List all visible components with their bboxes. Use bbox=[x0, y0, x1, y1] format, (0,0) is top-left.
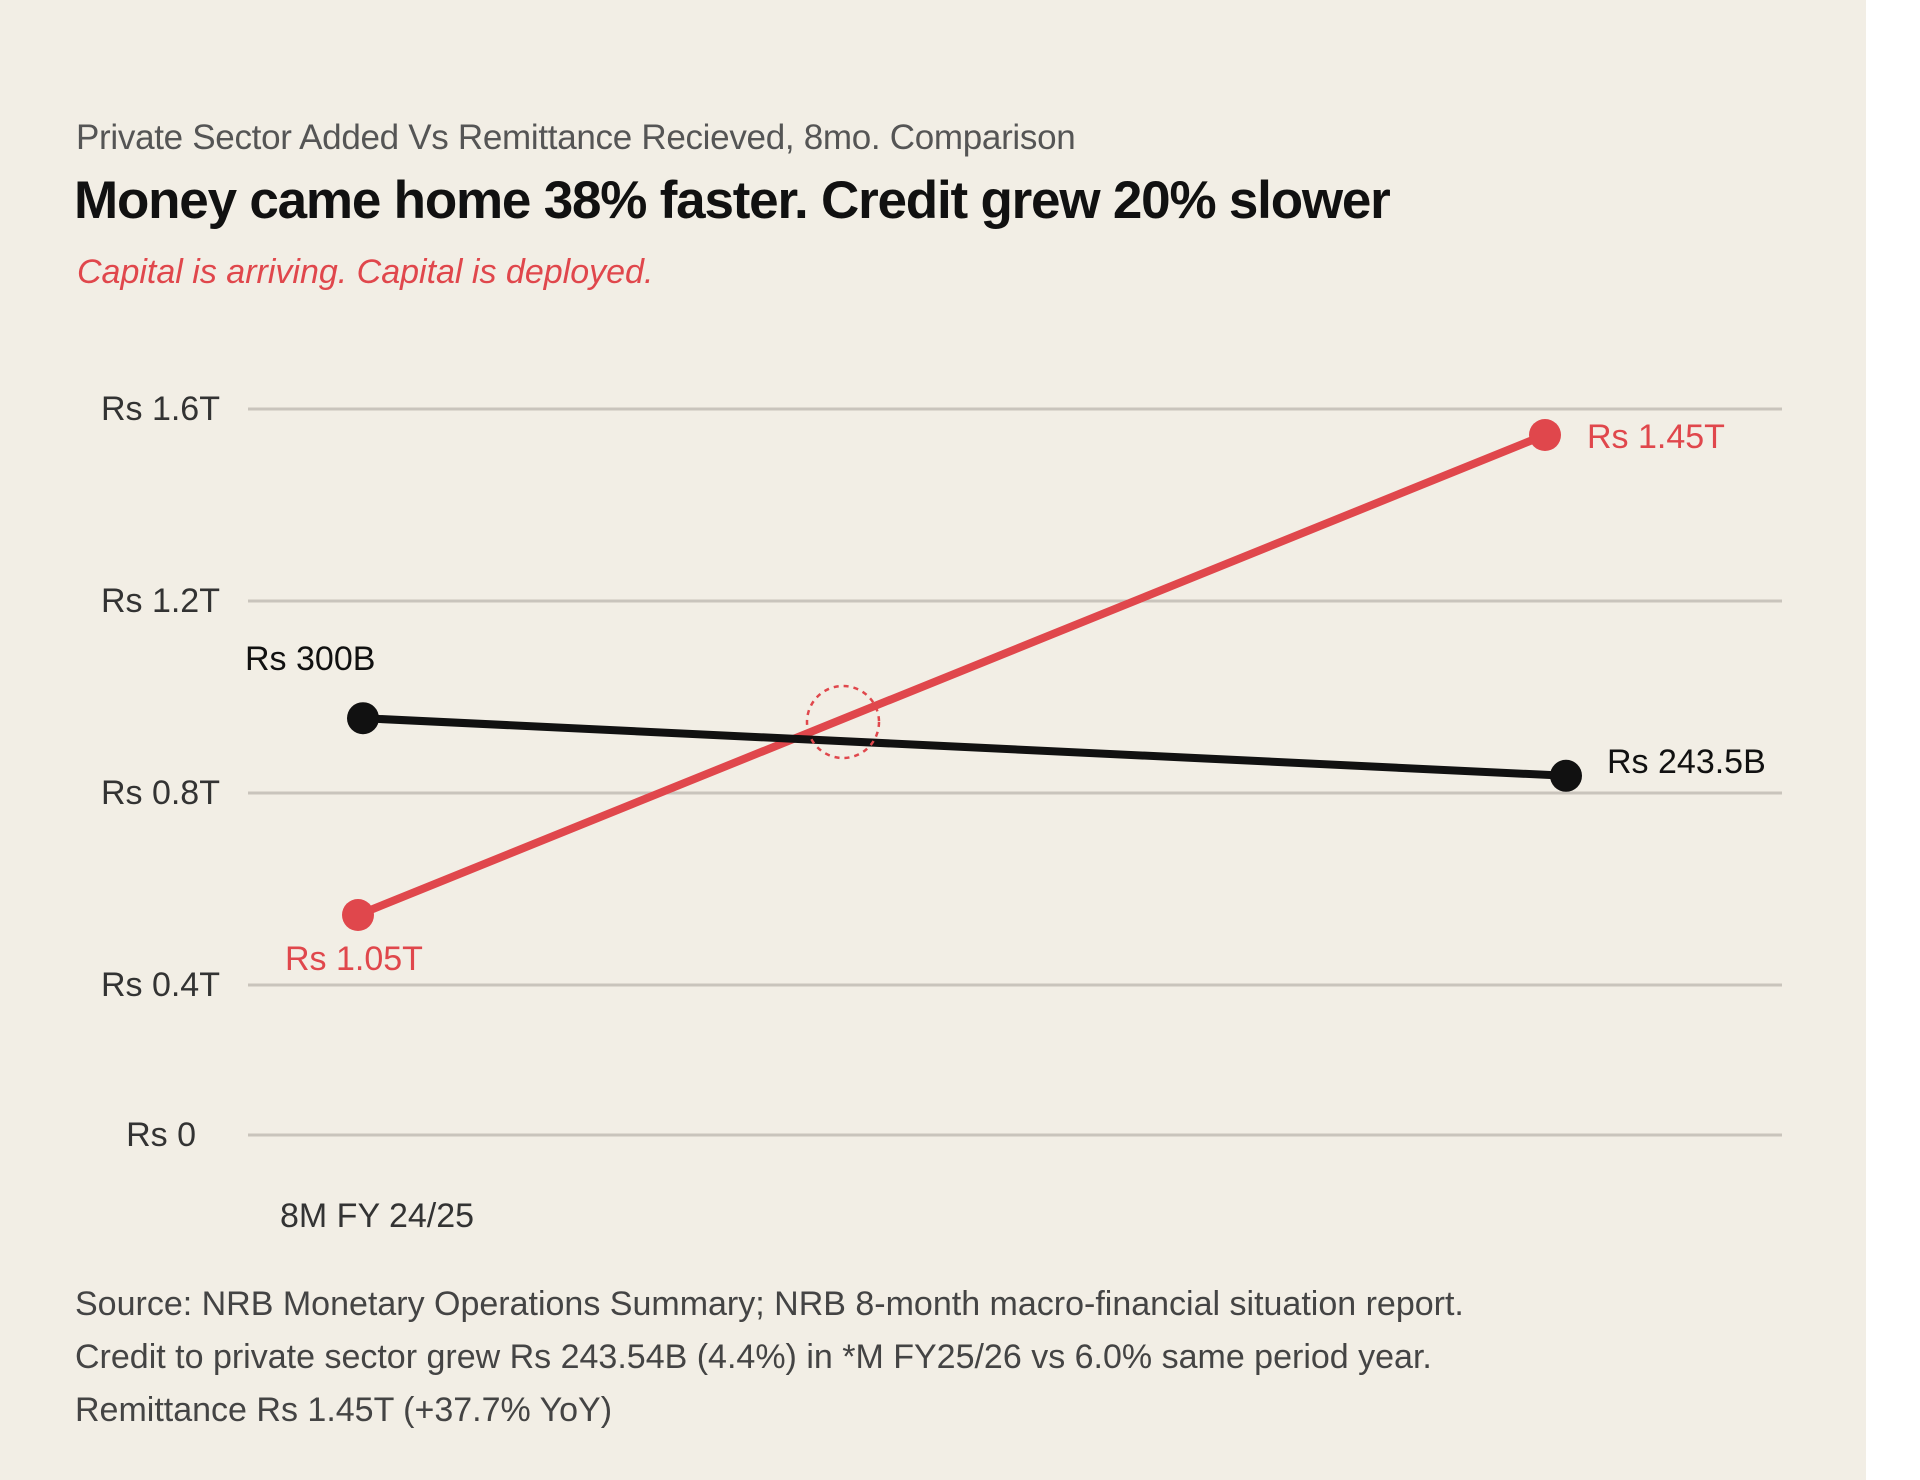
crossover-annotation bbox=[805, 684, 881, 760]
series-line-1 bbox=[359, 714, 1570, 780]
x-axis-labels: 8M FY 24/25 bbox=[280, 1197, 474, 1235]
series-0-point-0 bbox=[342, 899, 374, 931]
footer-line-source: Source: NRB Monetary Operations Summary;… bbox=[75, 1285, 1464, 1323]
chart-kicker: Private Sector Added Vs Remittance Recie… bbox=[76, 118, 1076, 157]
chart-footer: Source: NRB Monetary Operations Summary;… bbox=[75, 1278, 1464, 1437]
footer-line-credit: Credit to private sector grew Rs 243.54B… bbox=[75, 1338, 1432, 1376]
crossover-circle bbox=[805, 684, 881, 760]
chart-subtitle: Capital is arriving. Capital is deployed… bbox=[77, 253, 654, 291]
y-tick-label-4: Rs 1.6T bbox=[101, 390, 220, 428]
y-tick-label-3: Rs 1.2T bbox=[101, 582, 220, 620]
series-1-point-0 bbox=[347, 702, 379, 735]
series-0-point-1 bbox=[1529, 419, 1561, 451]
y-tick-label-1: Rs 0.4T bbox=[101, 966, 220, 1004]
chart-title: Money came home 38% faster. Credit grew … bbox=[74, 171, 1391, 230]
footer-line-remittance: Remittance Rs 1.45T (+37.7% YoY) bbox=[75, 1391, 613, 1429]
grid-lines bbox=[248, 407, 1782, 1137]
chart-card: Private Sector Added Vs Remittance Recie… bbox=[0, 0, 1866, 1480]
line-chart: Rs 0 Rs 0.4T Rs 0.8T Rs 1.2T Rs 1.6T 8M FY 2… bbox=[101, 390, 1782, 1235]
y-tick-label-2: Rs 0.8T bbox=[101, 774, 220, 812]
series-1-label-0: Rs 300B bbox=[245, 640, 375, 678]
series-1-point-1 bbox=[1550, 759, 1582, 792]
y-tick-label-0: Rs 0 bbox=[126, 1116, 196, 1154]
series-0-label-1: Rs 1.45T bbox=[1587, 418, 1725, 456]
y-axis-tick-labels: Rs 0 Rs 0.4T Rs 0.8T Rs 1.2T Rs 1.6T bbox=[101, 390, 220, 1154]
series-0-label-0: Rs 1.05T bbox=[285, 940, 423, 978]
x-label-0: 8M FY 24/25 bbox=[280, 1197, 474, 1235]
series-1-label-1: Rs 243.5B bbox=[1607, 743, 1766, 781]
series-lines: Rs 1.05T Rs 1.45T Rs 300B Rs 243.5B bbox=[245, 418, 1766, 978]
series-line-0 bbox=[354, 431, 1549, 919]
